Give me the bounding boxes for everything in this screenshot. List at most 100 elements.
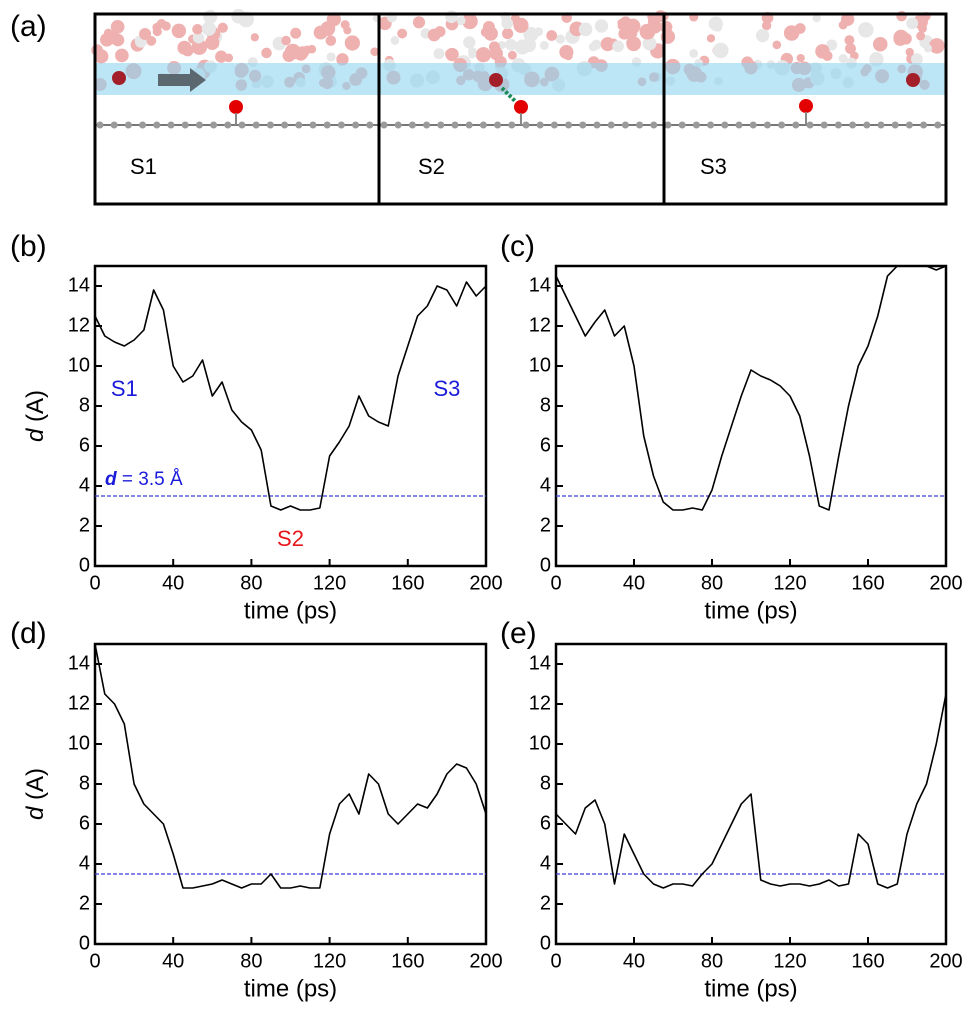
carbon xyxy=(692,121,700,129)
x-tick-label: 160 xyxy=(851,950,884,972)
water-atom xyxy=(780,52,794,66)
water-atom xyxy=(462,13,478,30)
x-tick-label: 120 xyxy=(313,572,346,594)
water-atom xyxy=(523,26,539,42)
x-tick-label: 80 xyxy=(240,572,262,594)
water-atom xyxy=(182,45,194,57)
water-atom xyxy=(489,46,503,61)
x-axis-label: time (ps) xyxy=(244,597,337,624)
carbon xyxy=(536,121,544,129)
water-atom xyxy=(468,50,477,59)
water-atom xyxy=(929,38,945,54)
carbon xyxy=(678,121,686,129)
water-atom xyxy=(445,48,456,59)
water-atom xyxy=(761,20,772,31)
y-axis-label: d (A) xyxy=(22,390,49,442)
y-axis-label: d (A) xyxy=(22,768,49,820)
water-atom xyxy=(812,14,821,23)
y-tick-label: 12 xyxy=(529,314,551,336)
water-atom xyxy=(340,20,350,30)
water-atom xyxy=(100,33,114,47)
y-tick-label: 2 xyxy=(540,514,551,536)
water-atom xyxy=(822,50,833,62)
y-tick-label: 10 xyxy=(529,732,551,754)
molecule xyxy=(799,99,813,113)
carbon xyxy=(806,121,814,129)
water-atom xyxy=(826,39,838,51)
y-tick-label: 4 xyxy=(79,852,90,874)
y-tick-label: 2 xyxy=(79,514,90,536)
y-tick-label: 14 xyxy=(529,274,551,296)
water-atom xyxy=(445,17,459,31)
water-atom xyxy=(845,43,856,55)
water-atom xyxy=(192,32,205,44)
state-label: S2 xyxy=(418,154,445,179)
water-atom xyxy=(152,22,162,32)
carbon xyxy=(451,121,459,129)
carbon xyxy=(550,121,558,129)
water-atom xyxy=(177,40,192,55)
y-tick-label: 14 xyxy=(529,652,551,674)
carbon xyxy=(735,121,743,129)
water-atom xyxy=(463,36,476,49)
water-atom xyxy=(217,22,228,33)
water-atom xyxy=(569,21,585,37)
carbon xyxy=(522,121,530,129)
water-atom xyxy=(755,28,770,43)
water-atom xyxy=(427,28,441,42)
water-atom xyxy=(869,52,884,67)
y-axis-label-part: (A) xyxy=(22,768,49,807)
water-atom xyxy=(626,36,642,52)
panel-label: (a) xyxy=(10,10,47,43)
water-atom xyxy=(507,50,517,60)
x-tick-label: 80 xyxy=(701,950,723,972)
water-atom xyxy=(209,30,223,44)
molecule xyxy=(906,73,920,87)
annotation-part: S2 xyxy=(277,526,304,551)
x-tick-label: 200 xyxy=(929,572,962,594)
carbon xyxy=(437,121,445,129)
water-atom xyxy=(111,33,125,47)
annotation-part: S3 xyxy=(433,376,460,401)
carbon xyxy=(337,121,345,129)
water-atom xyxy=(858,22,874,38)
water-atom xyxy=(916,31,926,41)
water-atom xyxy=(594,19,609,33)
annotation: S2 xyxy=(277,526,304,551)
water-atom xyxy=(840,12,855,26)
water-atom xyxy=(900,32,912,45)
data-line xyxy=(94,281,487,511)
carbon xyxy=(905,121,913,129)
water-atom xyxy=(910,53,923,66)
panel-label: (c) xyxy=(500,230,535,263)
annotation-part: d xyxy=(105,469,117,490)
water-atom xyxy=(115,48,129,63)
water-atom xyxy=(205,35,220,51)
y-tick-label: 8 xyxy=(540,772,551,794)
water-atom xyxy=(565,29,580,44)
carbon xyxy=(479,121,487,129)
plot-frame xyxy=(554,264,948,568)
water-atom xyxy=(188,34,197,44)
water-atom xyxy=(513,17,529,33)
water-atom xyxy=(134,35,147,48)
carbon xyxy=(920,121,928,129)
water-atom xyxy=(261,47,272,59)
water-atom xyxy=(772,40,782,50)
annotation-part: = 3.5 Å xyxy=(117,469,183,490)
water-atom xyxy=(713,22,723,32)
water-atom xyxy=(923,44,933,53)
y-tick-label: 8 xyxy=(79,772,90,794)
water-atom xyxy=(849,51,859,61)
water-atom xyxy=(325,35,337,46)
y-tick-label: 0 xyxy=(79,554,90,576)
water-atom xyxy=(313,25,328,40)
y-tick-label: 0 xyxy=(540,554,551,576)
water-atom xyxy=(192,24,203,35)
water-atom xyxy=(320,21,336,37)
carbon xyxy=(465,121,473,129)
y-tick-label: 6 xyxy=(540,434,551,456)
carbon xyxy=(763,121,771,129)
carbon xyxy=(792,121,800,129)
